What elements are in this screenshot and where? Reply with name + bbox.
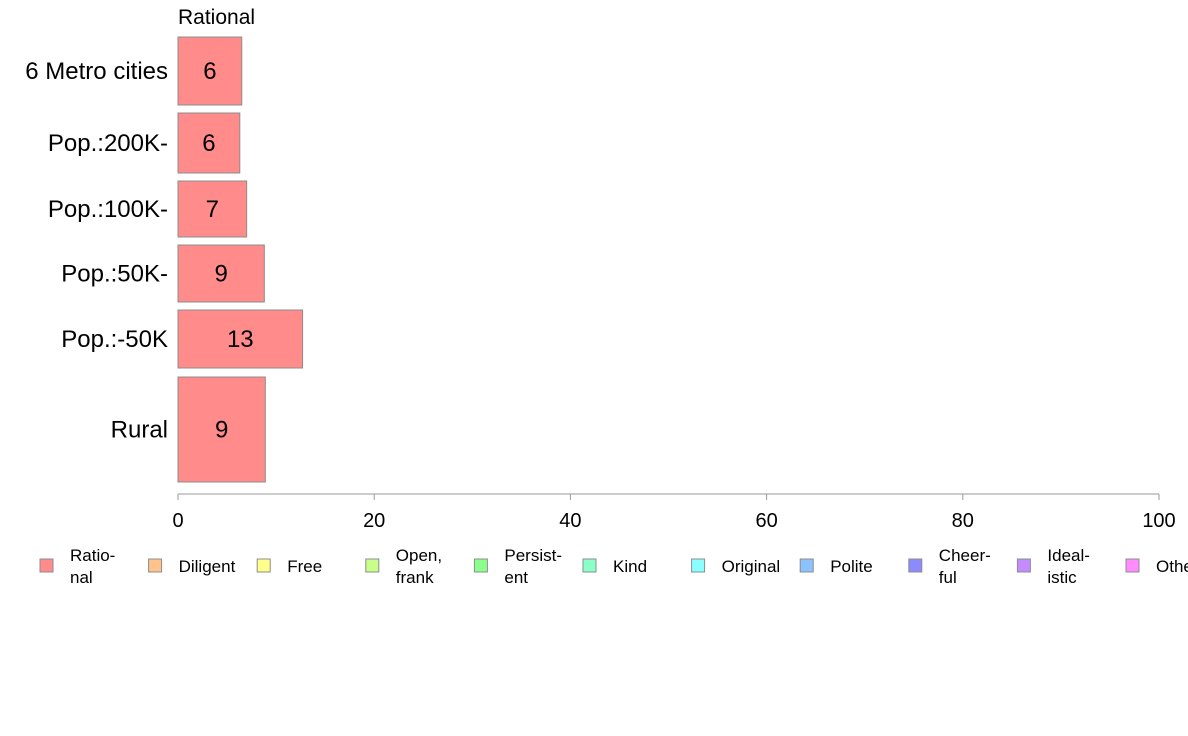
legend-label: Ideal-istic bbox=[1047, 546, 1090, 587]
bar bbox=[177, 36, 243, 106]
category-label: 6 Metro cities bbox=[25, 58, 168, 85]
x-tick-label: 80 bbox=[952, 510, 974, 532]
legend-swatch bbox=[582, 558, 597, 573]
value-labels: 6 6 7 9 13 9 bbox=[202, 58, 253, 444]
data-label: 7 bbox=[206, 196, 219, 223]
legend-item: Ideal-istic bbox=[1016, 546, 1090, 587]
x-tick-label: 40 bbox=[559, 510, 581, 532]
legend-swatch bbox=[148, 558, 163, 573]
legend-label: Ratio-nal bbox=[70, 546, 115, 587]
series-title: Rational bbox=[178, 6, 255, 29]
legend-item: Ratio-nal bbox=[39, 546, 115, 587]
category-label: Pop.:200K- bbox=[48, 130, 168, 157]
legend-label: Persist-ent bbox=[504, 546, 562, 587]
legend-swatch bbox=[1125, 558, 1140, 573]
legend-label: Polite bbox=[830, 557, 873, 576]
legend-item: Other bbox=[1125, 557, 1188, 576]
legend-item: Polite bbox=[799, 557, 873, 576]
legend-label: Open, frank bbox=[396, 546, 442, 587]
category-label: Pop.:-50K bbox=[61, 326, 168, 353]
bars bbox=[177, 36, 304, 483]
legend-swatch bbox=[908, 558, 923, 573]
legend-label: Other bbox=[1156, 557, 1188, 576]
data-label: 6 bbox=[202, 130, 215, 157]
data-label: 9 bbox=[214, 261, 227, 288]
x-tick-label: 60 bbox=[755, 510, 777, 532]
x-tick-label: 0 bbox=[172, 510, 183, 532]
legend-item: Persist-ent bbox=[473, 546, 562, 587]
bar bbox=[177, 309, 304, 369]
legend-swatch bbox=[39, 558, 54, 573]
category-label: Pop.:100K- bbox=[48, 196, 168, 223]
legend-item: Kind bbox=[582, 557, 647, 576]
bar bbox=[177, 180, 248, 238]
bar bbox=[177, 376, 266, 483]
legend-swatch bbox=[691, 558, 706, 573]
legend-item: Diligent bbox=[148, 557, 236, 576]
x-tick-label: 20 bbox=[363, 510, 385, 532]
category-label: Rural bbox=[111, 417, 168, 444]
legend-swatch bbox=[799, 558, 814, 573]
data-label: 9 bbox=[215, 417, 228, 444]
bar bbox=[177, 112, 241, 174]
data-label: 6 bbox=[203, 58, 216, 85]
legend-item: Open, frank bbox=[365, 546, 442, 587]
legend: Ratio-nal Diligent Free Open, frank Persist-e… bbox=[39, 546, 1188, 587]
legend-label: Original bbox=[722, 557, 781, 576]
x-tick-label: 100 bbox=[1142, 510, 1175, 532]
category-labels: 6 Metro cities Pop.:200K- Pop.:100K- Pop.:5… bbox=[25, 58, 168, 444]
legend-label: Free bbox=[287, 557, 322, 576]
legend-swatch bbox=[365, 558, 380, 573]
legend-item: Free bbox=[256, 557, 322, 576]
legend-swatch bbox=[256, 558, 271, 573]
legend-label: Diligent bbox=[179, 557, 236, 576]
data-label: 13 bbox=[227, 326, 254, 353]
bar bbox=[177, 244, 265, 303]
legend-swatch bbox=[1016, 558, 1031, 573]
category-label: Pop.:50K- bbox=[61, 261, 168, 288]
x-axis: 0 20 40 60 80 100 bbox=[172, 493, 1176, 532]
legend-label: Kind bbox=[613, 557, 647, 576]
legend-item: Original bbox=[691, 557, 781, 576]
legend-swatch bbox=[473, 558, 488, 573]
legend-item: Cheer-ful bbox=[908, 546, 991, 587]
legend-label: Cheer-ful bbox=[939, 546, 991, 587]
